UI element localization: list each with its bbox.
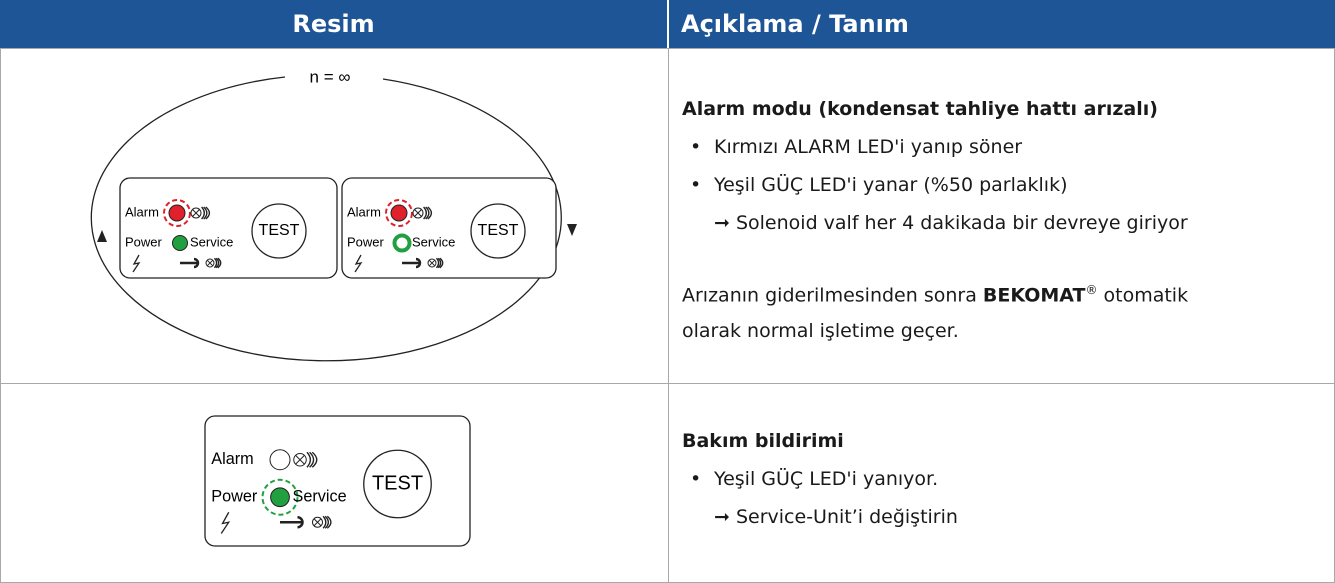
alarm-label: Alarm <box>347 204 381 219</box>
wrench-icon <box>180 257 200 269</box>
bullet: Yeşil GÜÇ LED'i yanıyor. <box>682 460 958 498</box>
led-power <box>270 487 290 508</box>
lightning-icon <box>220 511 231 534</box>
wave-icon <box>306 451 312 468</box>
wave-icon <box>311 451 318 468</box>
service-label: Service <box>412 234 455 249</box>
wave-icon <box>425 206 430 220</box>
wave-icon <box>322 515 327 529</box>
wave-icon <box>309 451 315 468</box>
test-label: TEST <box>478 222 519 239</box>
valve-icon <box>312 516 323 528</box>
led-power <box>172 235 188 251</box>
wave-icon <box>437 257 442 269</box>
illustration: n = ∞ Alarm Power Service TEST Alarm Power Ser… <box>90 67 577 547</box>
valve-icon <box>192 209 200 217</box>
wrench-icon <box>402 257 422 269</box>
led-alarm <box>390 204 408 222</box>
wave-icon <box>326 515 332 529</box>
led-alarm <box>269 449 291 471</box>
valve-icon <box>205 258 215 268</box>
page: Resim Açıklama / Tanım Alarm modu (konde… <box>0 0 1335 571</box>
bullet-list: Yeşil GÜÇ LED'i yanıyor. <box>682 460 958 498</box>
paragraph: Arızanın giderilmesinden sonra BEKOMAT® … <box>682 272 1202 349</box>
valve-icon <box>295 455 305 465</box>
power-label: Power <box>347 234 385 249</box>
row-title: Alarm modu (kondensat tahliye hattı arız… <box>682 98 1158 120</box>
valve-icon <box>293 453 307 467</box>
text: otomatik olarak normal işletime geçer. <box>682 284 1189 343</box>
lightning-icon <box>354 254 363 273</box>
wave-icon <box>215 257 220 269</box>
test-label: TEST <box>372 472 423 494</box>
wave-icon <box>217 257 222 269</box>
led-power <box>392 233 412 253</box>
header-cell: Açıklama / Tanım <box>669 0 1335 48</box>
test-button <box>363 449 432 519</box>
led-ring <box>385 199 413 227</box>
wave-icon <box>213 257 218 269</box>
description: Bakım bildirimi Yeşil GÜÇ LED'i yanıyor.… <box>682 422 958 536</box>
valve-icon <box>427 258 437 268</box>
valve-icon <box>313 518 322 527</box>
service-label: Service <box>190 234 233 249</box>
note: Service-Unit’i değiştirin <box>682 498 958 536</box>
valve-icon <box>428 259 436 267</box>
note-text: Service-Unit’i değiştirin <box>735 506 958 528</box>
power-label: Power <box>211 488 258 506</box>
arrow-head <box>567 224 577 236</box>
registered: ® <box>1085 283 1098 297</box>
description: Alarm modu (kondensat tahliye hattı arız… <box>682 90 1202 349</box>
service-label: Service <box>293 488 347 506</box>
arrow-head <box>97 230 107 242</box>
wave-icon <box>427 206 433 220</box>
wave-icon <box>203 206 208 220</box>
row-title: Bakım bildirimi <box>682 430 844 452</box>
text: Arızanın giderilmesinden sonra <box>682 284 983 307</box>
wave-icon <box>435 257 440 269</box>
note-text: Solenoid valf her 4 dakikada bir devreye… <box>735 212 1188 234</box>
brand: BEKOMAT <box>982 284 1086 307</box>
valve-icon <box>206 259 214 267</box>
wave-icon <box>324 515 330 529</box>
bullet: Kırmızı ALARM LED'i yanıp söner <box>682 128 1202 166</box>
test-label: TEST <box>259 222 300 239</box>
wave-icon <box>201 206 205 220</box>
cycle-ellipse <box>90 76 562 362</box>
led-ring <box>261 478 299 516</box>
valve-icon <box>414 209 422 217</box>
alarm-label: Alarm <box>211 450 253 468</box>
lightning-icon <box>132 254 141 273</box>
valve-icon <box>412 207 424 219</box>
valve-icon <box>190 207 202 219</box>
wave-icon <box>439 257 444 269</box>
wave-icon <box>423 206 427 220</box>
cycle-label: n = ∞ <box>310 67 351 86</box>
wave-icon <box>205 206 211 220</box>
led-alarm <box>168 204 186 222</box>
test-button <box>470 203 526 259</box>
bullet-list: Kırmızı ALARM LED'i yanıp söner Yeşil GÜ… <box>682 128 1202 204</box>
wrench-icon <box>280 516 304 529</box>
bullet: Yeşil GÜÇ LED'i yanar (%50 parlaklık) <box>682 166 1202 204</box>
power-label: Power <box>125 234 163 249</box>
alarm-label: Alarm <box>125 204 159 219</box>
led-ring <box>163 199 191 227</box>
header-cell: Resim <box>0 0 667 48</box>
note: Solenoid valf her 4 dakikada bir devreye… <box>682 204 1202 242</box>
test-button <box>251 203 307 259</box>
